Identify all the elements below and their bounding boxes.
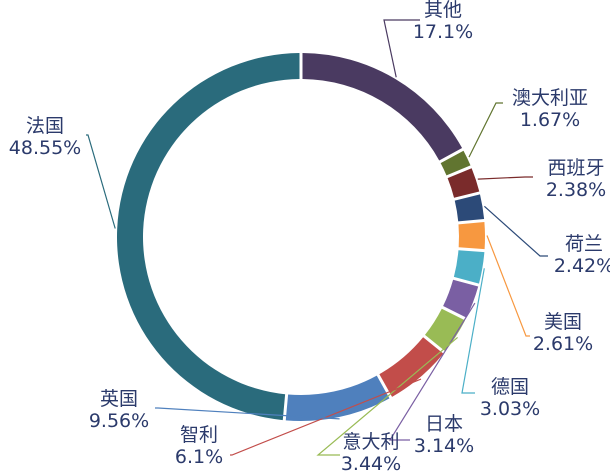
leader-line-6 — [461, 268, 485, 394]
slice-value-label-10: 9.56% — [89, 410, 149, 432]
slice-value-label-4: 2.42% — [554, 255, 610, 277]
slice-4 — [454, 194, 485, 222]
slice-5 — [458, 221, 485, 250]
slice-value-label-6: 3.03% — [480, 398, 540, 420]
leader-line-8 — [316, 336, 458, 456]
slice-name-label-1: 其他 — [424, 0, 462, 21]
slices-layer — [117, 53, 485, 421]
slice-value-label-9: 6.1% — [175, 446, 223, 468]
slice-9 — [379, 337, 444, 397]
slice-name-label-5: 美国 — [544, 311, 582, 333]
slice-value-label-1: 17.1% — [413, 21, 473, 43]
slice-8 — [424, 308, 466, 352]
slice-1 — [302, 53, 463, 161]
slice-name-label-9: 智利 — [180, 424, 218, 446]
slice-name-label-3: 西班牙 — [547, 157, 604, 179]
slice-name-label-6: 德国 — [491, 376, 529, 398]
slice-2 — [440, 150, 471, 176]
slice-name-label-10: 英国 — [100, 388, 138, 410]
slice-value-label-8: 3.44% — [341, 453, 401, 474]
leader-line-5 — [486, 235, 530, 337]
leader-line-7 — [388, 302, 476, 441]
slice-value-label-2: 1.67% — [520, 109, 580, 131]
leader-line-11 — [86, 134, 116, 229]
slice-name-label-8: 意大利 — [342, 431, 399, 453]
slice-name-label-11: 法国 — [26, 115, 64, 137]
slice-value-label-3: 2.38% — [546, 179, 606, 201]
slice-7 — [443, 279, 479, 318]
slice-6 — [453, 250, 485, 284]
leader-line-3 — [477, 176, 533, 180]
leader-line-4 — [484, 205, 548, 257]
slice-name-label-2: 澳大利亚 — [512, 87, 588, 109]
leader-line-1 — [383, 19, 420, 78]
leader-line-2 — [468, 102, 503, 158]
slice-name-label-7: 日本 — [425, 413, 463, 435]
slice-name-label-4: 荷兰 — [565, 233, 603, 255]
slice-value-label-5: 2.61% — [533, 333, 593, 355]
leader-lines-layer — [86, 19, 548, 456]
leader-line-9 — [230, 378, 422, 456]
slice-3 — [447, 168, 480, 198]
leader-line-10 — [155, 407, 340, 420]
slice-value-label-7: 3.14% — [414, 435, 474, 457]
slice-11 — [117, 53, 300, 421]
slice-value-label-11: 48.55% — [9, 137, 81, 159]
slice-10 — [285, 375, 390, 421]
